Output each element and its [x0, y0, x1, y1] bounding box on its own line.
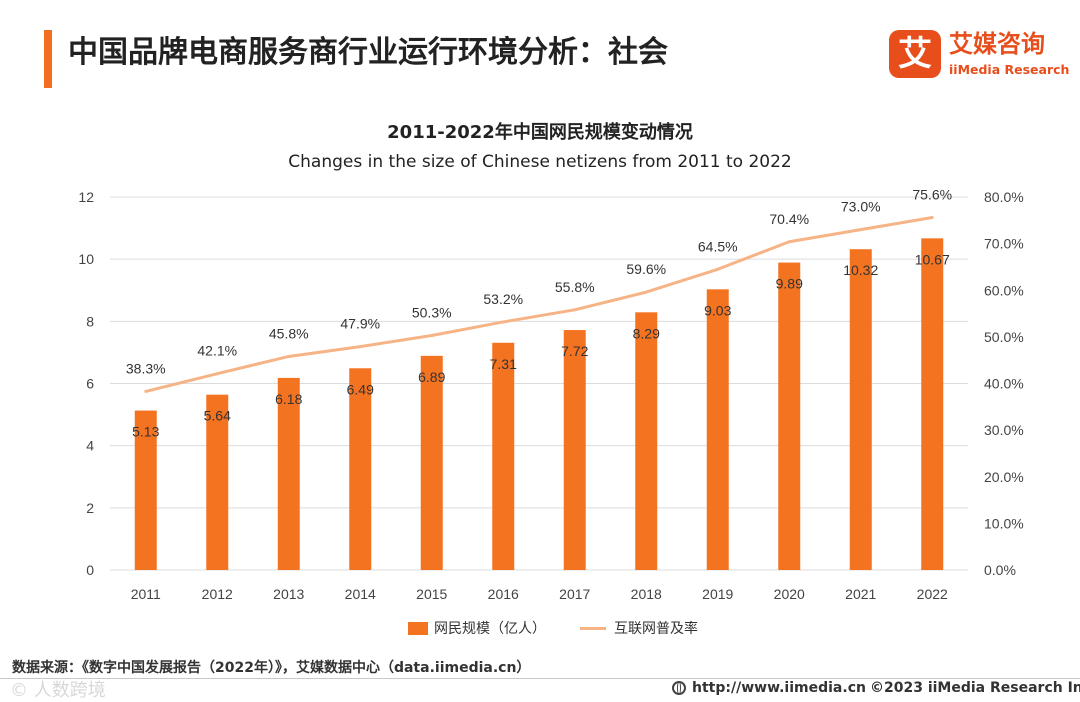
line-data-label: 55.8%: [555, 279, 595, 295]
footer-divider: [0, 678, 1080, 679]
x-tick-label: 2014: [345, 586, 376, 602]
line-point: [644, 290, 648, 294]
bar-data-label: 8.29: [633, 325, 660, 341]
x-tick-label: 2016: [488, 586, 519, 602]
bar-data-label: 9.89: [776, 276, 803, 292]
x-tick-label: 2015: [416, 586, 447, 602]
line-data-label: 38.3%: [126, 360, 166, 376]
bar: [349, 368, 372, 570]
line-point: [716, 267, 720, 271]
x-tick-label: 2021: [845, 586, 876, 602]
bar-data-label: 7.72: [561, 343, 588, 359]
y-right-tick-label: 50.0%: [984, 329, 1024, 345]
x-tick-label: 2013: [273, 586, 304, 602]
bar: [492, 342, 515, 570]
line-point: [501, 320, 505, 324]
y-right-tick-label: 40.0%: [984, 376, 1024, 392]
line-point: [430, 333, 434, 337]
bar: [635, 312, 658, 570]
bar: [921, 238, 944, 571]
legend-bar-label: 网民规模（亿人）: [434, 621, 546, 637]
bar: [563, 330, 586, 570]
logo-chinese-name: 艾媒咨询: [949, 30, 1045, 58]
page-title: 中国品牌电商服务商行业运行环境分析：社会: [68, 35, 668, 70]
x-tick-label: 2019: [702, 586, 733, 602]
x-tick-label: 2012: [202, 586, 233, 602]
y-right-tick-label: 0.0%: [984, 562, 1016, 578]
x-tick-label: 2018: [631, 586, 662, 602]
x-tick-label: 2017: [559, 586, 590, 602]
bar: [849, 249, 872, 570]
footer-url-link[interactable]: http://www.iimedia.cn: [672, 680, 866, 696]
watermark: © 人数跨境: [10, 680, 106, 701]
chart-subtitle: Changes in the size of Chinese netizens …: [288, 152, 792, 172]
bar: [778, 262, 801, 570]
y-left-tick-label: 10: [78, 251, 94, 267]
bar: [206, 394, 229, 570]
x-tick-label: 2022: [917, 586, 948, 602]
legend-line-swatch: [580, 626, 606, 630]
line-point: [144, 389, 148, 393]
line-data-label: 50.3%: [412, 304, 452, 320]
y-left-tick-label: 8: [86, 313, 94, 329]
y-right-tick-label: 10.0%: [984, 515, 1024, 531]
bar-data-label: 5.13: [132, 424, 159, 440]
line-point: [287, 354, 291, 358]
y-right-tick-label: 30.0%: [984, 422, 1024, 438]
bar-data-label: 10.67: [915, 251, 950, 267]
footer-url-text: http://www.iimedia.cn: [692, 680, 866, 696]
x-tick-label: 2020: [774, 586, 805, 602]
line-data-label: 45.8%: [269, 325, 309, 341]
bar: [134, 410, 157, 570]
iimedia-logo: 艾 艾媒咨询 iiMedia Research: [889, 30, 1069, 82]
y-right-tick-label: 20.0%: [984, 469, 1024, 485]
y-left-tick-label: 2: [86, 500, 94, 516]
legend-item-bar: 网民规模（亿人）: [408, 618, 546, 638]
bar-data-label: 10.32: [843, 262, 878, 278]
logo-mark-icon: 艾: [889, 30, 941, 78]
bar-data-label: 6.89: [418, 369, 445, 385]
y-left-tick-label: 6: [86, 376, 94, 392]
logo-english-name: iiMedia Research: [949, 62, 1070, 77]
legend-bar-swatch: [408, 621, 428, 635]
data-source-note: 数据来源：《数字中国发展报告（2022年）》，艾媒数据中心（data.iimed…: [12, 660, 531, 676]
line-data-label: 42.1%: [197, 343, 237, 359]
y-left-tick-label: 4: [86, 438, 94, 454]
line-point: [930, 216, 934, 220]
line-data-label: 59.6%: [626, 261, 666, 277]
line-data-label: 64.5%: [698, 238, 738, 254]
globe-icon: [672, 681, 686, 695]
footer-copyright: ©2023 iiMedia Research Inc: [870, 680, 1080, 696]
y-right-tick-label: 80.0%: [984, 189, 1024, 205]
bar-data-label: 6.18: [275, 391, 302, 407]
y-left-tick-label: 12: [78, 189, 94, 205]
line-data-label: 75.6%: [912, 187, 952, 203]
x-tick-label: 2011: [131, 586, 161, 602]
line-point: [358, 345, 362, 349]
bar-data-label: 7.31: [490, 356, 517, 372]
y-right-tick-label: 70.0%: [984, 236, 1024, 252]
line-data-label: 53.2%: [483, 291, 523, 307]
line-data-label: 47.9%: [340, 316, 380, 332]
bar-data-label: 9.03: [704, 302, 731, 318]
bar-data-label: 6.49: [347, 381, 374, 397]
chart-title: 2011-2022年中国网民规模变动情况: [387, 122, 693, 143]
line-point: [859, 228, 863, 232]
y-right-tick-label: 60.0%: [984, 282, 1024, 298]
line-data-label: 70.4%: [769, 211, 809, 227]
y-left-tick-label: 0: [86, 562, 94, 578]
line-point: [215, 372, 219, 376]
bar: [420, 355, 443, 570]
line-data-label: 73.0%: [841, 199, 881, 215]
line-point: [787, 240, 791, 244]
bar: [706, 289, 729, 570]
title-accent-bar: [44, 30, 52, 88]
bar-data-label: 5.64: [204, 408, 231, 424]
line-point: [573, 308, 577, 312]
bar: [277, 377, 300, 570]
line-series: [145, 216, 933, 393]
legend-item-line: 互联网普及率: [580, 618, 698, 638]
legend-line-label: 互联网普及率: [614, 621, 698, 637]
